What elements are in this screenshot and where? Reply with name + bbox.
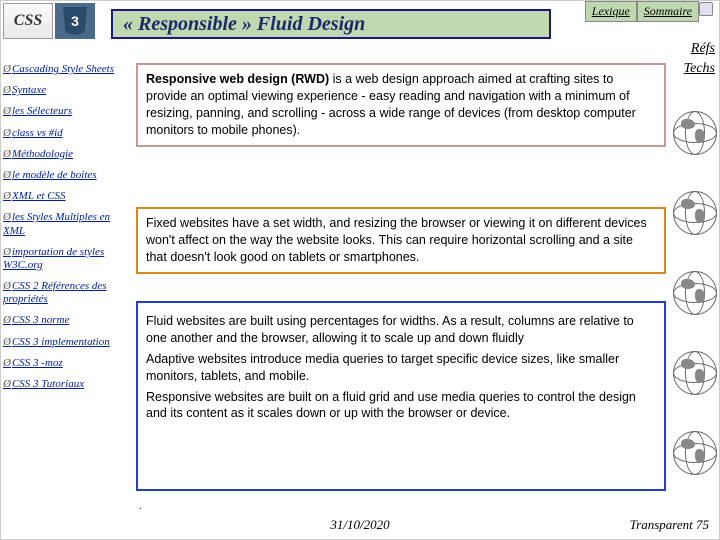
slide-number: Transparent 75 bbox=[630, 517, 709, 533]
box2-body: Fixed websites have a set width, and res… bbox=[146, 216, 647, 264]
sidebar-item[interactable]: Syntaxe bbox=[3, 84, 131, 97]
sidebar-item[interactable]: CSS 3 norme bbox=[3, 314, 131, 327]
content-box-3: Fluid websites are built using percentag… bbox=[136, 301, 666, 491]
sidebar-item[interactable]: Méthodologie bbox=[3, 148, 131, 161]
css-logo: CSS bbox=[3, 3, 53, 39]
globe-icon bbox=[673, 431, 717, 475]
content-box-2: Fixed websites have a set width, and res… bbox=[136, 207, 666, 274]
globe-icon bbox=[673, 191, 717, 235]
sidebar-item[interactable]: CSS 3 Tutoriaux bbox=[3, 378, 131, 391]
marker-icon bbox=[699, 2, 713, 16]
sidebar-item[interactable]: XML et CSS bbox=[3, 190, 131, 203]
techs-link[interactable]: Techs bbox=[684, 61, 715, 77]
globe-icon bbox=[673, 351, 717, 395]
globe-icon bbox=[673, 111, 717, 155]
sidebar-item[interactable]: CSS 2 Références des propriétés bbox=[3, 280, 131, 306]
sidebar-item[interactable]: le modèle de boites bbox=[3, 169, 131, 182]
sidebar-item[interactable]: class vs #id bbox=[3, 127, 131, 140]
sidebar-item[interactable]: Cascading Style Sheets bbox=[3, 63, 131, 76]
sidebar-item[interactable]: les Styles Multiples en XML bbox=[3, 211, 131, 237]
box3-p3: Responsive websites are built on a fluid… bbox=[146, 389, 656, 423]
box3-p1: Fluid websites are built using percentag… bbox=[146, 313, 656, 347]
dot: . bbox=[139, 498, 142, 513]
footer-date: 31/10/2020 bbox=[1, 517, 719, 533]
sidebar: Cascading Style Sheets Syntaxe les Sélec… bbox=[3, 63, 131, 391]
refs-link[interactable]: Réfs bbox=[691, 41, 715, 57]
box3-p2: Adaptive websites introduce media querie… bbox=[146, 351, 656, 385]
sidebar-item[interactable]: importation de styles W3C.org bbox=[3, 246, 131, 272]
page-title: « Responsible » Fluid Design bbox=[111, 9, 551, 39]
globe-icon bbox=[673, 271, 717, 315]
css3-logo: 3 bbox=[55, 3, 95, 39]
sommaire-tab[interactable]: Sommaire bbox=[637, 1, 699, 22]
lexique-tab[interactable]: Lexique bbox=[585, 1, 637, 22]
box1-lead: Responsive web design (RWD) bbox=[146, 72, 329, 86]
sidebar-item[interactable]: les Sélecteurs bbox=[3, 105, 131, 118]
sidebar-item[interactable]: CSS 3 implementation bbox=[3, 336, 131, 349]
sidebar-item[interactable]: CSS 3 -moz bbox=[3, 357, 131, 370]
content-box-1: Responsive web design (RWD) is a web des… bbox=[136, 63, 666, 147]
